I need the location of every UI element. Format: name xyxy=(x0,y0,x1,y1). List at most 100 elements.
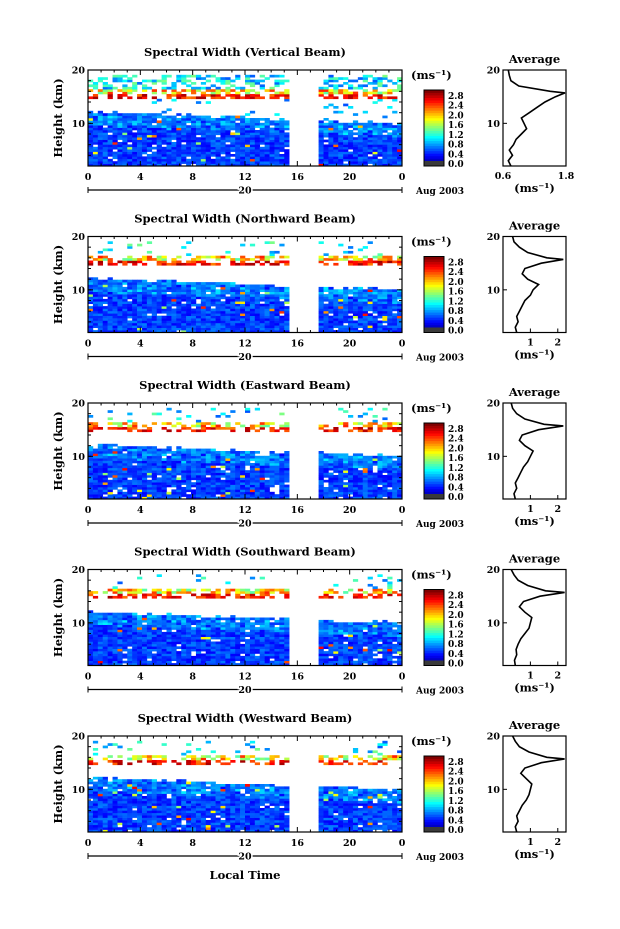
heatmap-cell xyxy=(318,294,324,297)
heatmap-cell xyxy=(176,296,182,300)
heatmap-cell xyxy=(171,134,177,138)
heatmap-cell xyxy=(92,631,99,635)
heatmap-cell xyxy=(161,615,167,618)
heatmap-cell xyxy=(92,279,99,283)
heatmap-cell xyxy=(200,458,207,461)
heatmap-cell xyxy=(156,130,162,133)
heatmap-cell xyxy=(176,591,182,594)
heatmap-cell xyxy=(161,330,167,333)
heatmap-cell xyxy=(181,460,187,464)
heatmap-cell xyxy=(171,467,177,471)
heatmap-cell xyxy=(323,118,329,121)
heatmap-cell xyxy=(146,612,153,616)
heatmap-cell xyxy=(279,163,285,167)
heatmap-cell xyxy=(186,163,192,167)
heatmap-cell xyxy=(146,158,153,162)
heatmap-cell xyxy=(122,470,128,473)
heatmap-cell xyxy=(210,291,216,295)
heatmap-cell xyxy=(200,484,207,488)
heatmap-cell xyxy=(264,424,270,428)
heatmap-cell xyxy=(254,94,261,97)
heatmap-cell xyxy=(112,294,118,297)
heatmap-cell xyxy=(259,125,265,128)
heatmap-cell xyxy=(191,636,197,640)
heatmap-cell xyxy=(382,156,388,160)
heatmap-cell xyxy=(200,122,207,126)
colorbar-tick-label: 1.2 xyxy=(448,464,464,474)
heatmap-cell xyxy=(102,475,108,478)
heatmap-cell xyxy=(220,120,226,124)
heatmap-cell xyxy=(397,86,403,90)
heatmap-cell xyxy=(215,424,221,428)
heatmap-cell xyxy=(348,487,354,490)
heatmap-cell xyxy=(323,455,329,459)
heatmap-cell xyxy=(117,137,123,140)
heatmap-cell xyxy=(132,118,138,121)
heatmap-cell xyxy=(102,279,108,283)
heatmap-cell xyxy=(127,641,133,645)
heatmap-cell xyxy=(176,639,182,642)
heatmap-cell xyxy=(269,303,275,307)
heatmap-cell xyxy=(132,286,138,290)
heatmap-cell xyxy=(112,624,118,628)
heatmap-cell xyxy=(191,122,197,126)
heatmap-cell xyxy=(112,655,118,659)
colorbar-strip xyxy=(424,440,444,444)
heatmap-cell xyxy=(205,427,211,430)
heatmap-cell xyxy=(382,470,388,473)
heatmap-cell xyxy=(107,120,113,124)
heatmap-cell xyxy=(205,477,211,481)
heatmap-cell xyxy=(338,327,344,331)
heatmap-cell xyxy=(210,327,216,331)
heatmap-cell xyxy=(387,298,393,302)
heatmap-cell xyxy=(225,453,231,457)
heatmap-cell xyxy=(338,322,344,326)
heatmap-cell xyxy=(318,308,324,312)
heatmap-cell xyxy=(166,158,172,162)
heatmap-cell xyxy=(235,134,241,138)
colorbar-tick-label: 2.4 xyxy=(448,435,464,445)
heatmap-cell xyxy=(279,475,285,478)
heatmap-cell xyxy=(176,641,182,645)
heatmap-cell xyxy=(254,465,261,469)
heatmap-cell xyxy=(191,475,197,478)
heatmap-cell xyxy=(92,258,99,261)
heatmap-cell xyxy=(372,310,378,314)
heatmap-cell xyxy=(274,313,280,316)
heatmap-cell xyxy=(328,134,334,138)
heatmap-cell xyxy=(171,631,177,635)
heatmap-cell xyxy=(166,467,172,471)
heatmap-cell xyxy=(107,163,113,167)
heatmap-cell xyxy=(318,467,324,471)
heatmap-cell xyxy=(195,149,202,152)
heatmap-cell xyxy=(274,475,280,478)
heatmap-cell xyxy=(259,482,265,485)
heatmap-cell xyxy=(141,448,148,452)
heatmap-cell xyxy=(240,465,246,469)
heatmap-cell xyxy=(146,593,153,597)
heatmap-cell xyxy=(97,648,104,652)
heatmap-cell xyxy=(107,489,113,493)
heatmap-cell xyxy=(156,629,162,633)
heatmap-cell xyxy=(220,325,226,328)
heatmap-cell xyxy=(146,86,153,90)
heatmap-cell xyxy=(191,496,197,500)
colorbar-strip xyxy=(424,476,444,480)
heatmap-cell xyxy=(377,294,383,297)
average-x-tick-label: 1 xyxy=(527,504,534,515)
heatmap-cell xyxy=(191,291,197,295)
heatmap-cell xyxy=(323,154,329,157)
heatmap-cell xyxy=(333,289,339,292)
heatmap-cell xyxy=(156,624,162,628)
heatmap-cell xyxy=(279,255,285,259)
heatmap-cell xyxy=(171,663,177,666)
heatmap-cell xyxy=(382,325,388,328)
heatmap-cell xyxy=(348,137,354,140)
heatmap-cell xyxy=(186,115,192,119)
heatmap-cell xyxy=(352,308,359,312)
heatmap-cell xyxy=(200,146,207,150)
heatmap-cell xyxy=(127,465,133,469)
heatmap-cell xyxy=(382,487,388,490)
heatmap-cell xyxy=(132,115,138,119)
heatmap-cell xyxy=(171,260,177,264)
